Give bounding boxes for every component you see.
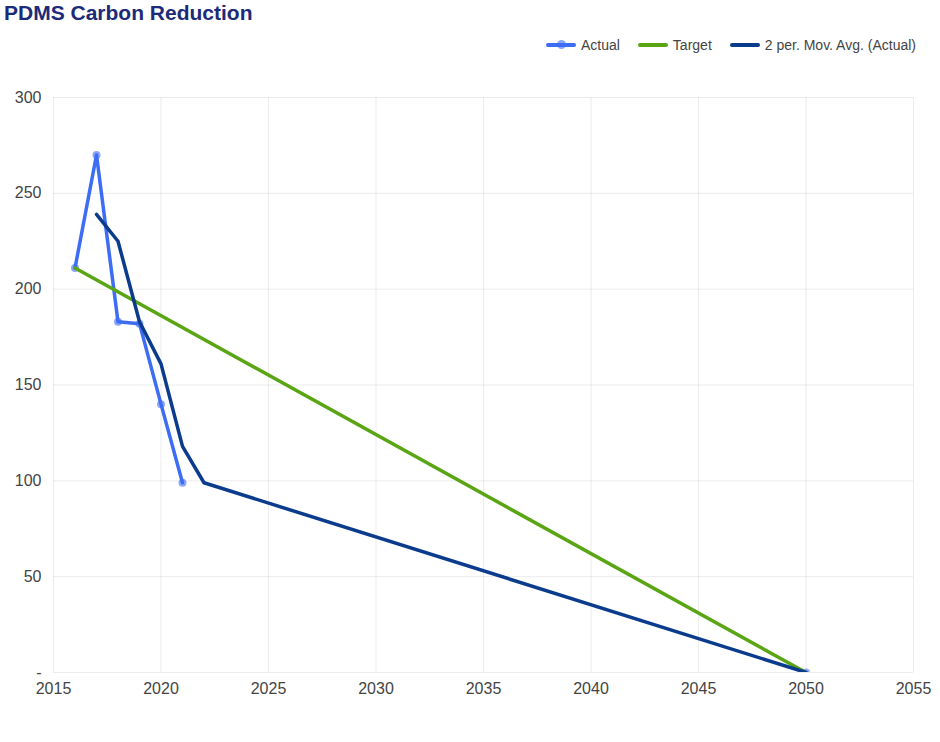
svg-text:100: 100 [15,472,42,489]
html-text:Actual: Actual [580,37,620,53]
svg-text:200: 200 [15,280,42,297]
svg-text:2035: 2035 [466,680,502,697]
svg-text:2015: 2015 [36,680,72,697]
svg-text:2040: 2040 [573,680,609,697]
html-text:Target: Target [672,37,712,53]
svg-text:50: 50 [24,568,42,585]
svg-text:2045: 2045 [681,680,717,697]
html-text:PDMS Carbon Reduction: PDMS Carbon Reduction [4,1,253,24]
svg-text:250: 250 [15,184,42,201]
svg-text:2030: 2030 [358,680,394,697]
svg-text:300: 300 [15,89,42,106]
svg-text:150: 150 [15,376,42,393]
svg-text:2055: 2055 [896,680,932,697]
svg-text:2050: 2050 [788,680,824,697]
svg-text:-: - [36,664,41,681]
svg-text:2025: 2025 [251,680,287,697]
svg-text:2020: 2020 [143,680,179,697]
html-text:2 per. Mov. Avg. (Actual): 2 per. Mov. Avg. (Actual) [764,37,916,53]
